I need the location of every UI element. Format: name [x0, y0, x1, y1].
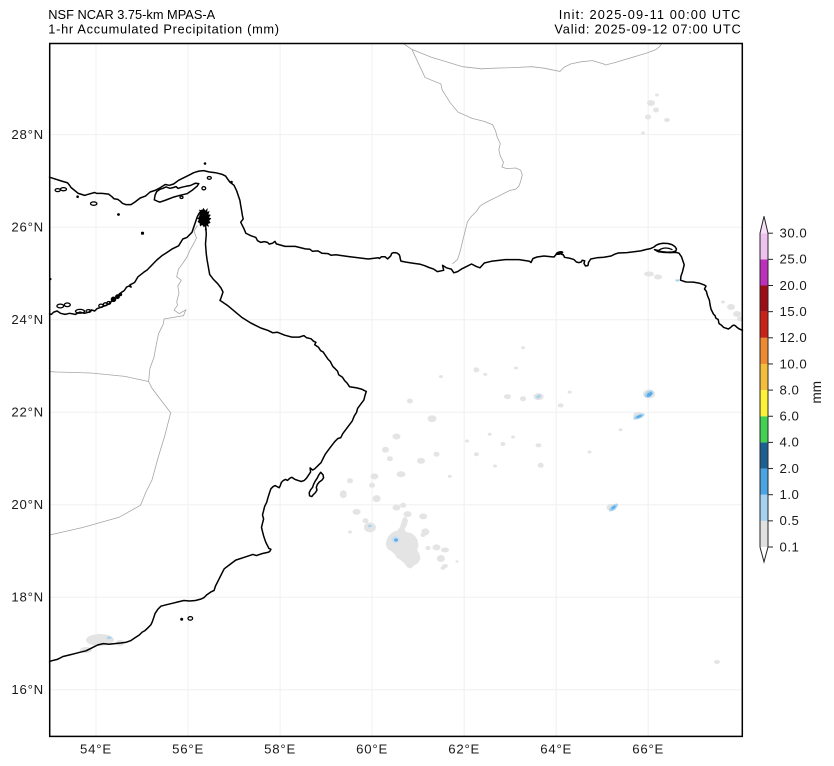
svg-text:12.0: 12.0: [780, 330, 808, 345]
svg-text:15.0: 15.0: [780, 304, 808, 319]
svg-text:8.0: 8.0: [780, 382, 800, 397]
svg-text:0.5: 0.5: [780, 513, 800, 528]
svg-text:1-hr Accumulated Precipitation: 1-hr Accumulated Precipitation (mm): [48, 22, 279, 37]
svg-text:16°N: 16°N: [11, 682, 44, 697]
svg-text:NSF NCAR 3.75-km MPAS-A: NSF NCAR 3.75-km MPAS-A: [48, 7, 215, 22]
svg-text:30.0: 30.0: [780, 226, 808, 241]
svg-text:54°E: 54°E: [80, 741, 112, 756]
svg-text:4.0: 4.0: [780, 435, 800, 450]
svg-text:28°N: 28°N: [11, 127, 44, 142]
svg-text:18°N: 18°N: [11, 590, 44, 605]
svg-text:64°E: 64°E: [540, 741, 572, 756]
svg-text:24°N: 24°N: [11, 312, 44, 327]
svg-text:58°E: 58°E: [264, 741, 296, 756]
svg-text:20.0: 20.0: [780, 278, 808, 293]
svg-text:26°N: 26°N: [11, 220, 44, 235]
svg-text:56°E: 56°E: [172, 741, 204, 756]
svg-text:1.0: 1.0: [780, 487, 800, 502]
svg-text:25.0: 25.0: [780, 252, 808, 267]
svg-text:Init: 2025-09-11 00:00 UTC: Init: 2025-09-11 00:00 UTC: [559, 7, 742, 22]
svg-text:20°N: 20°N: [11, 497, 44, 512]
svg-text:0.1: 0.1: [780, 539, 800, 554]
svg-text:6.0: 6.0: [780, 409, 800, 424]
svg-text:mm: mm: [809, 381, 824, 404]
svg-text:Valid: 2025-09-12 07:00 UTC: Valid: 2025-09-12 07:00 UTC: [554, 22, 741, 37]
svg-text:2.0: 2.0: [780, 461, 800, 476]
svg-text:10.0: 10.0: [780, 356, 808, 371]
svg-text:62°E: 62°E: [448, 741, 480, 756]
svg-text:66°E: 66°E: [632, 741, 664, 756]
svg-text:22°N: 22°N: [11, 405, 44, 420]
svg-text:60°E: 60°E: [356, 741, 388, 756]
